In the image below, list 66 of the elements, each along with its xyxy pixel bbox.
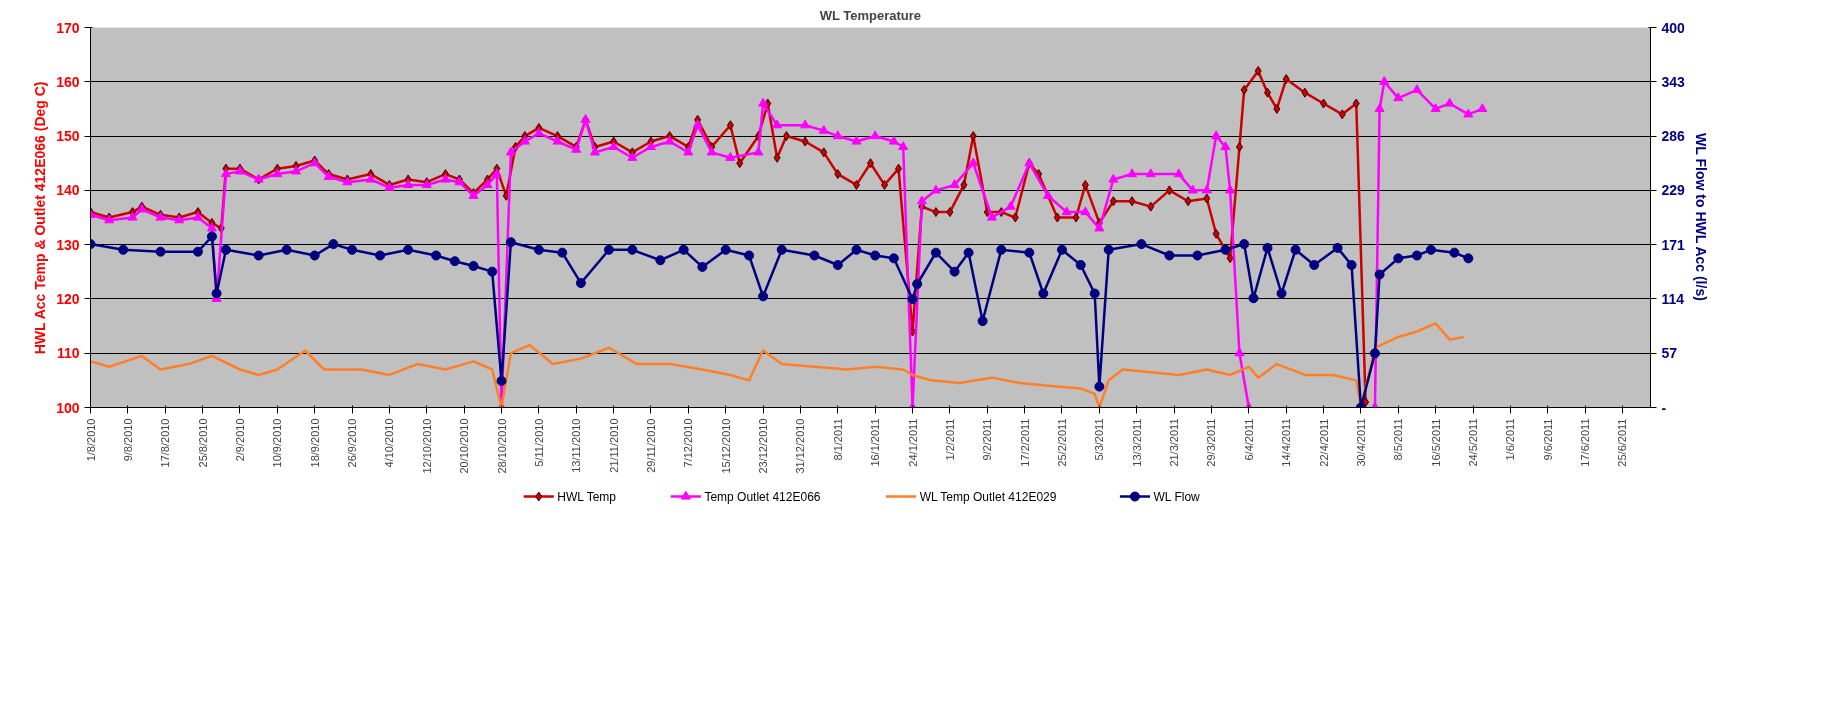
- x-tick-label: 16/5/2011: [1429, 418, 1442, 467]
- legend-label: HWL Temp: [557, 489, 617, 504]
- x-tick-label: 1/2/2011: [943, 418, 956, 461]
- x-tick-label: 8/5/2011: [1392, 418, 1405, 461]
- y2-tick-label: 114: [1661, 290, 1685, 307]
- x-tick-label: 9/8/2010: [121, 418, 134, 462]
- x-tick-label: 6/4/2011: [1242, 418, 1255, 461]
- line-series: [90, 322, 1465, 408]
- x-tick-label: 29/3/2011: [1205, 418, 1218, 467]
- x-tick-label: 13/11/2010: [570, 418, 583, 473]
- x-tick-label: 8/1/2011: [831, 418, 844, 461]
- x-tick-label: 12/10/2010: [420, 418, 433, 474]
- x-tick-label: 17/2/2011: [1018, 418, 1031, 467]
- y-tick-label: 110: [56, 345, 80, 362]
- legend-label: WL Flow: [1153, 489, 1201, 504]
- x-tick-label: 1/8/2010: [84, 418, 97, 462]
- x-tick-label: 30/4/2011: [1354, 418, 1367, 467]
- y2-tick-label: 400: [1661, 19, 1686, 36]
- x-tick-label: 9/6/2011: [1541, 418, 1554, 461]
- legend-label: WL Temp Outlet 412E029: [919, 489, 1057, 504]
- x-tick-label: 14/4/2011: [1280, 418, 1293, 467]
- x-tick-label: 25/2/2011: [1056, 418, 1068, 467]
- legend-label: Temp Outlet 412E066: [704, 489, 821, 504]
- y-tick-label: 140: [56, 182, 80, 199]
- x-tick-label: 20/10/2010: [458, 418, 471, 474]
- x-tick-label: 13/3/2011: [1130, 418, 1143, 467]
- x-tick-label: 24/1/2011: [906, 418, 919, 467]
- x-tick-label: 29/11/2010: [644, 418, 657, 473]
- y2-tick-label: 286: [1661, 128, 1686, 145]
- x-tick-label: 26/9/2010: [346, 418, 359, 468]
- y2-tick-label: 171: [1661, 236, 1686, 253]
- x-tick-label: 1/6/2011: [1504, 418, 1517, 461]
- x-tick-label: 15/12/2010: [719, 418, 732, 474]
- x-tick-label: 4/10/2010: [383, 418, 396, 468]
- x-tick-label: 17/8/2010: [159, 418, 172, 468]
- x-tick-label: 22/4/2011: [1317, 418, 1330, 467]
- y2-tick-label: 229: [1661, 182, 1686, 199]
- x-tick-label: 21/11/2010: [607, 418, 620, 473]
- x-tick-label: 31/12/2010: [794, 418, 807, 474]
- x-tick-label: 24/5/2011: [1467, 418, 1480, 467]
- y2-tick-label: 343: [1661, 73, 1686, 90]
- x-tick-label: 2/9/2010: [233, 418, 246, 462]
- x-tick-label: 28/10/2010: [495, 418, 508, 474]
- x-tick-label: 18/9/2010: [308, 418, 321, 468]
- x-tick-label: 5/3/2011: [1093, 418, 1106, 461]
- x-tick-label: 23/12/2010: [757, 418, 770, 474]
- y-tick-label: 150: [56, 128, 80, 145]
- x-tick-label: 21/3/2011: [1168, 418, 1181, 467]
- y-axis-title: HWL Acc Temp & Outlet 412E066 (Deg C): [32, 81, 49, 355]
- x-tick-label: 10/9/2010: [271, 418, 284, 468]
- y2-tick-label: -: [1661, 399, 1667, 416]
- x-tick-label: 17/6/2011: [1579, 418, 1592, 467]
- y-tick-label: 130: [56, 236, 80, 253]
- y2-tick-label: 57: [1661, 345, 1678, 362]
- x-tick-label: 16/1/2011: [869, 418, 882, 467]
- y-tick-label: 100: [56, 399, 80, 416]
- y2-axis-title: WL Flow to HWL Acc (l/s): [1692, 133, 1709, 301]
- x-tick-label: 9/2/2011: [981, 418, 994, 461]
- x-tick-label: 5/11/2010: [532, 418, 545, 467]
- x-tick-label: 7/12/2010: [682, 418, 695, 468]
- x-tick-label: 25/8/2010: [196, 418, 209, 468]
- y-tick-label: 170: [56, 19, 80, 36]
- chart-title: WL Temperature: [819, 7, 922, 23]
- y-tick-label: 160: [56, 73, 80, 90]
- y-tick-label: 120: [56, 290, 80, 307]
- x-tick-label: 25/6/2011: [1616, 418, 1629, 467]
